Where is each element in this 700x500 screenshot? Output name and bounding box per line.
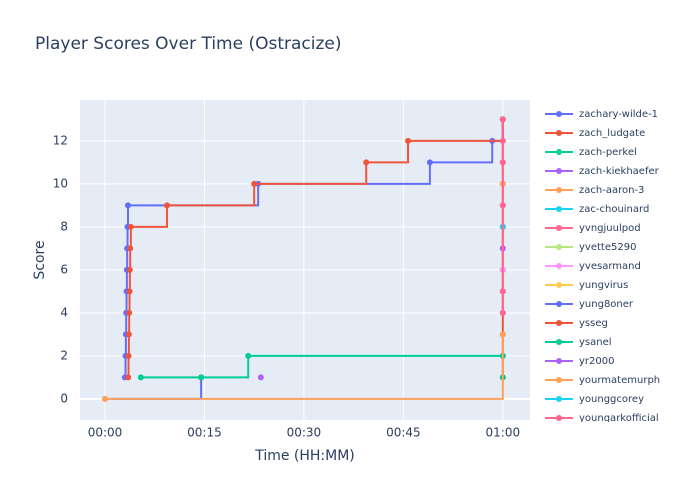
x-tick-label: 00:15 <box>187 426 222 440</box>
legend-marker <box>556 377 562 383</box>
series-line <box>104 334 504 400</box>
plot-area <box>80 100 530 420</box>
point <box>426 159 433 166</box>
point <box>101 395 108 402</box>
legend-label: zac-chouinard <box>579 204 649 215</box>
point <box>127 245 134 252</box>
point <box>126 309 133 316</box>
point <box>127 223 134 230</box>
point <box>499 202 506 209</box>
legend-marker <box>556 339 562 345</box>
x-tick-label: 00:00 <box>88 426 123 440</box>
legend-marker <box>556 282 562 288</box>
point <box>125 331 132 338</box>
point <box>125 352 132 359</box>
legend-label: zach-aaron-3 <box>579 185 644 196</box>
point <box>125 374 132 381</box>
x-tick-label: 00:30 <box>287 426 322 440</box>
point <box>405 137 412 144</box>
legend-label: younggcorey <box>579 394 644 405</box>
point <box>126 288 133 295</box>
point <box>245 352 252 359</box>
point <box>499 309 506 316</box>
point <box>499 288 506 295</box>
legend-label: yung8oner <box>579 299 634 310</box>
point <box>163 202 170 209</box>
legend-marker <box>556 358 562 364</box>
x-tick-label: 01:00 <box>486 426 521 440</box>
legend-label: yvette5290 <box>579 242 636 253</box>
y-axis-title: Score <box>32 240 48 279</box>
legend-marker <box>556 396 562 402</box>
legend-label: zach-perkel <box>579 147 637 158</box>
point <box>251 180 258 187</box>
point <box>126 266 133 273</box>
legend-marker <box>556 130 562 136</box>
legend-label: yvesarmand <box>579 261 641 272</box>
legend-label: zach-kiekhaefer <box>579 166 660 177</box>
legend-label: ysseg <box>579 318 608 329</box>
legend-marker <box>556 168 562 174</box>
chart-title: Player Scores Over Time (Ostracize) <box>35 34 342 54</box>
point <box>363 159 370 166</box>
y-tick-label: 6 <box>60 262 68 276</box>
legend-marker <box>556 206 562 212</box>
y-tick-label: 0 <box>60 391 68 405</box>
legend-marker <box>556 263 562 269</box>
legend-marker <box>556 149 562 155</box>
legend-marker <box>556 111 562 117</box>
legend-label: yourmatemurph <box>579 375 660 386</box>
legend-label: ysanel <box>579 337 612 348</box>
point <box>499 116 506 123</box>
legend-label: zachary-wilde-1 <box>579 109 658 120</box>
legend-label: yvngjuulpod <box>579 223 641 234</box>
legend-label: yungvirus <box>579 280 628 291</box>
series-line <box>140 354 503 379</box>
x-axis-title: Time (HH:MM) <box>254 448 355 464</box>
legend-marker <box>556 415 562 421</box>
point <box>499 331 506 338</box>
y-tick-label: 10 <box>53 176 68 190</box>
y-tick-label: 8 <box>60 219 68 233</box>
legend-marker <box>556 244 562 250</box>
legend-label: youngarkofficial <box>579 413 659 424</box>
y-tick-label: 2 <box>60 348 68 362</box>
y-tick-label: 4 <box>60 305 68 319</box>
point <box>125 202 132 209</box>
y-tick-label: 12 <box>53 133 68 147</box>
point <box>499 137 506 144</box>
legend-marker <box>556 187 562 193</box>
legend-label: zach_ludgate <box>579 128 645 139</box>
legend-label: yr2000 <box>579 356 614 367</box>
x-tick-label: 00:45 <box>386 426 421 440</box>
legend-marker <box>556 301 562 307</box>
point <box>198 374 205 381</box>
point <box>137 374 144 381</box>
point <box>257 374 264 381</box>
legend-marker <box>556 225 562 231</box>
legend-marker <box>556 320 562 326</box>
